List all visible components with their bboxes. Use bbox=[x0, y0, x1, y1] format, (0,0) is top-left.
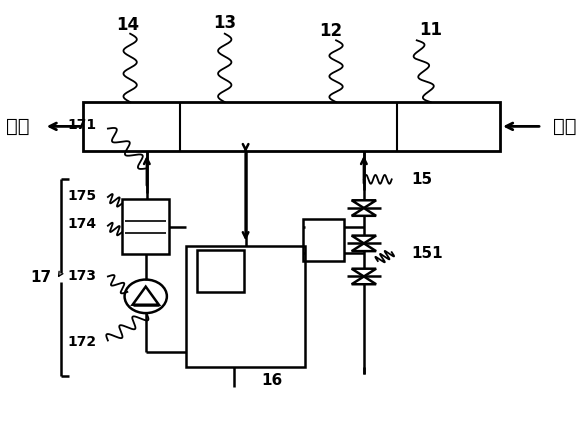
Bar bbox=[197, 250, 244, 292]
Bar bbox=[83, 102, 500, 151]
Text: 11: 11 bbox=[419, 21, 442, 39]
Text: 151: 151 bbox=[411, 246, 443, 261]
Polygon shape bbox=[352, 236, 376, 243]
Text: 12: 12 bbox=[319, 22, 342, 41]
Text: 171: 171 bbox=[68, 118, 97, 132]
Text: 172: 172 bbox=[68, 335, 97, 349]
Text: 175: 175 bbox=[68, 189, 97, 203]
Polygon shape bbox=[352, 243, 376, 251]
Text: 174: 174 bbox=[68, 217, 97, 232]
Polygon shape bbox=[352, 269, 376, 277]
Bar bbox=[122, 199, 169, 254]
Bar bbox=[303, 219, 345, 261]
Polygon shape bbox=[352, 277, 376, 284]
Text: 14: 14 bbox=[116, 16, 139, 34]
Circle shape bbox=[125, 279, 167, 313]
Text: 16: 16 bbox=[261, 373, 283, 388]
Text: 入料: 入料 bbox=[553, 117, 577, 136]
Polygon shape bbox=[352, 208, 376, 216]
Text: 15: 15 bbox=[411, 172, 432, 187]
Polygon shape bbox=[133, 287, 159, 305]
Text: 17: 17 bbox=[30, 270, 52, 285]
Text: 13: 13 bbox=[213, 14, 236, 32]
Text: 取料: 取料 bbox=[6, 117, 30, 136]
Bar bbox=[186, 245, 306, 367]
Polygon shape bbox=[352, 200, 376, 208]
Text: 173: 173 bbox=[68, 269, 97, 283]
